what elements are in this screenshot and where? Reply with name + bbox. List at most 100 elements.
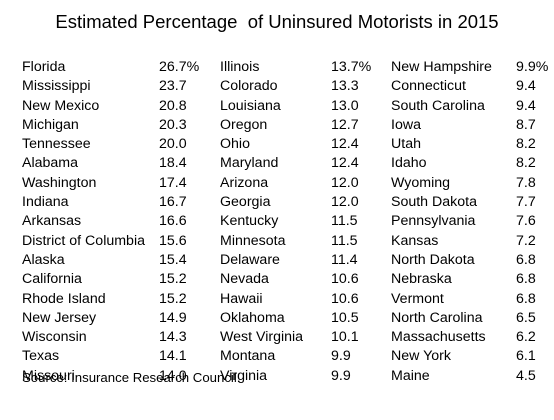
state-name: Alabama <box>22 155 78 172</box>
source-note: Source: Insurance Research Council. <box>22 370 241 385</box>
uninsured-percentage: 14.9 <box>159 309 187 326</box>
uninsured-percentage: 11.5 <box>331 213 358 230</box>
state-name: Maine <box>391 367 430 384</box>
state-name: Florida <box>22 59 66 75</box>
state-name: Missouri <box>22 367 75 384</box>
state-name: Indiana <box>22 194 69 211</box>
uninsured-percentage: 20.8 <box>159 97 187 114</box>
state-name: Ohio <box>220 136 250 153</box>
state-name: Minnesota <box>220 232 286 249</box>
uninsured-percentage: 9.4 <box>516 97 536 114</box>
uninsured-percentage: 26.7% <box>159 59 200 75</box>
state-name: North Carolina <box>391 309 483 326</box>
uninsured-percentage: 13.0 <box>331 97 359 114</box>
state-name: Michigan <box>22 116 79 133</box>
uninsured-percentage: 17.4 <box>159 174 187 191</box>
uninsured-percentage: 10.1 <box>331 329 359 346</box>
uninsured-percentage: 6.8 <box>516 290 536 307</box>
state-name: Massachusetts <box>391 329 486 346</box>
uninsured-percentage: 14.3 <box>159 329 187 346</box>
uninsured-percentage: 10.5 <box>331 309 359 326</box>
uninsured-percentage: 12.0 <box>331 194 359 211</box>
uninsured-percentage: 7.2 <box>516 232 536 249</box>
state-name: Illinois <box>220 59 260 75</box>
uninsured-percentage: 10.6 <box>331 271 359 288</box>
state-name: Kansas <box>391 232 439 249</box>
state-name: New Hampshire <box>391 59 492 75</box>
state-name: Louisiana <box>220 97 281 114</box>
state-name: District of Columbia <box>22 232 145 249</box>
state-name: New Mexico <box>22 97 100 114</box>
uninsured-percentage: 6.5 <box>516 309 536 326</box>
uninsured-percentage: 9.9% <box>516 59 549 75</box>
state-name: South Dakota <box>391 194 477 211</box>
state-name: Oregon <box>220 116 268 133</box>
state-name: New Jersey <box>22 309 97 326</box>
state-name: Virginia <box>220 367 268 384</box>
uninsured-percentage: 9.9 <box>331 348 351 365</box>
uninsured-percentage: 15.2 <box>159 290 187 307</box>
state-name: North Dakota <box>391 251 475 268</box>
state-name: Texas <box>22 348 60 365</box>
state-name: South Carolina <box>391 97 485 114</box>
state-name: Delaware <box>220 251 280 268</box>
state-name: Montana <box>220 348 276 365</box>
uninsured-percentage: 20.3 <box>159 116 187 133</box>
state-name: Arkansas <box>22 213 82 230</box>
state-name: Oklahoma <box>220 309 285 326</box>
state-name: Kentucky <box>220 213 279 230</box>
uninsured-percentage: 8.7 <box>516 116 536 133</box>
state-name: Hawaii <box>220 290 263 307</box>
uninsured-percentage: 7.6 <box>516 213 536 230</box>
state-name: Idaho <box>391 155 427 172</box>
state-name: Nevada <box>220 271 269 288</box>
uninsured-percentage: 15.6 <box>159 232 187 249</box>
uninsured-percentage: 13.7% <box>331 59 372 75</box>
uninsured-percentage: 9.4 <box>516 78 536 95</box>
uninsured-percentage: 12.7 <box>331 116 359 133</box>
state-name: Arizona <box>220 174 269 191</box>
state-name: Georgia <box>220 194 271 211</box>
uninsured-percentage: 6.8 <box>516 251 536 268</box>
state-name: Connecticut <box>391 78 466 95</box>
state-name: Rhode Island <box>22 290 106 307</box>
uninsured-percentage: 12.0 <box>331 174 359 191</box>
uninsured-percentage: 10.6 <box>331 290 359 307</box>
uninsured-percentage: 16.7 <box>159 194 187 211</box>
page-title: Estimated Percentage of Uninsured Motori… <box>55 11 499 32</box>
state-name: Nebraska <box>391 271 452 288</box>
state-name: Alaska <box>22 251 65 268</box>
uninsured-percentage: 8.2 <box>516 136 536 153</box>
uninsured-percentage: 12.4 <box>331 136 359 153</box>
state-name: Wisconsin <box>22 329 87 346</box>
state-name: Colorado <box>220 78 278 95</box>
uninsured-percentage: 18.4 <box>159 155 187 172</box>
uninsured-percentage: 7.8 <box>516 174 536 191</box>
uninsured-percentage: 14.0 <box>159 367 187 384</box>
uninsured-percentage: 11.5 <box>331 232 358 249</box>
state-name: Iowa <box>391 116 421 133</box>
uninsured-percentage: 9.9 <box>331 367 351 384</box>
uninsured-percentage: 6.8 <box>516 271 536 288</box>
uninsured-percentage: 15.4 <box>159 251 187 268</box>
uninsured-percentage: 6.1 <box>516 348 536 365</box>
uninsured-percentage: 14.1 <box>159 348 187 365</box>
state-name: Tennessee <box>22 136 91 153</box>
state-name: Washington <box>22 174 97 191</box>
uninsured-percentage: 23.7 <box>159 78 187 95</box>
uninsured-percentage: 7.7 <box>516 194 536 211</box>
state-name: Utah <box>391 136 421 153</box>
uninsured-percentage: 15.2 <box>159 271 187 288</box>
state-name: West Virginia <box>220 329 304 346</box>
uninsured-percentage: 4.5 <box>516 367 536 384</box>
state-name: Vermont <box>391 290 444 307</box>
state-name: New York <box>391 348 451 365</box>
uninsured-percentage: 12.4 <box>331 155 359 172</box>
uninsured-percentage: 16.6 <box>159 213 187 230</box>
state-name: California <box>22 271 82 288</box>
uninsured-percentage: 6.2 <box>516 329 536 346</box>
state-name: Mississippi <box>22 78 91 95</box>
uninsured-percentage: 13.3 <box>331 78 359 95</box>
state-name: Maryland <box>220 155 279 172</box>
uninsured-percentage: 11.4 <box>331 251 358 268</box>
